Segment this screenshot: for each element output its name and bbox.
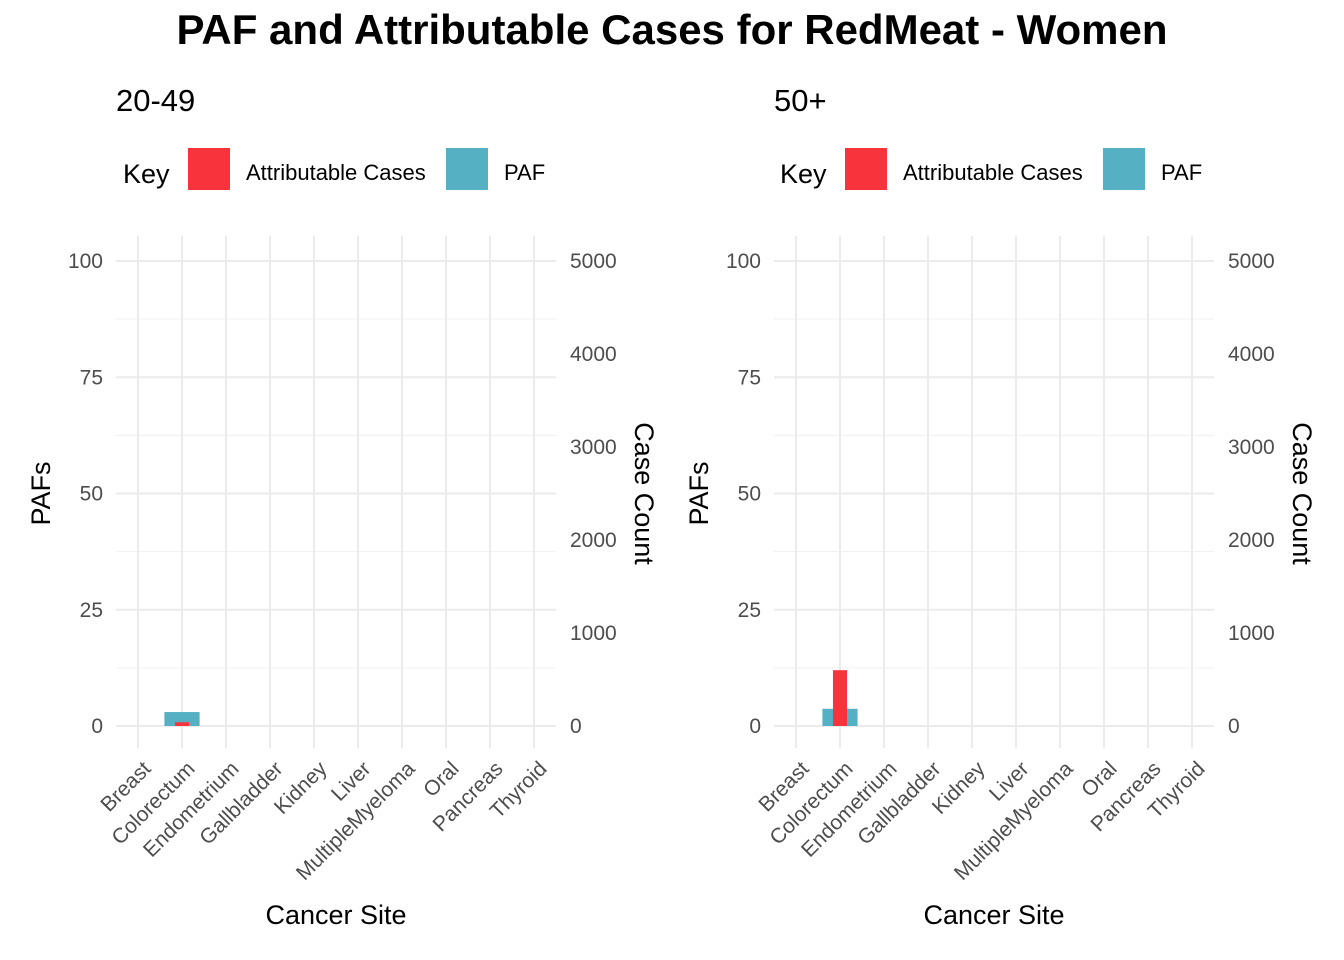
y2-tick-label: 1000 <box>1228 622 1275 645</box>
attributable-cases-bar <box>174 722 190 726</box>
attributable-cases-bar <box>832 670 848 726</box>
legend-swatch <box>845 148 887 190</box>
y-tick-label: 50 <box>738 483 761 506</box>
chart-title: PAF and Attributable Cases for RedMeat -… <box>176 6 1168 53</box>
x-axis-title: Cancer Site <box>265 900 406 930</box>
y-tick-label: 75 <box>80 366 103 389</box>
y2-axis-title: Case Count <box>1287 422 1317 565</box>
y-tick-label: 100 <box>726 250 761 273</box>
legend-swatch <box>1103 148 1145 190</box>
panel-title: 50+ <box>774 83 827 118</box>
y2-tick-label: 1000 <box>570 622 617 645</box>
y-tick-label: 50 <box>80 483 103 506</box>
y2-tick-label: 0 <box>1228 715 1240 738</box>
y2-tick-label: 0 <box>570 715 582 738</box>
y2-tick-label: 2000 <box>570 529 617 552</box>
y2-axis-title: Case Count <box>629 422 659 565</box>
legend-label: PAF <box>504 160 545 185</box>
y-tick-label: 75 <box>738 366 761 389</box>
y2-tick-label: 5000 <box>1228 250 1275 273</box>
y2-tick-label: 4000 <box>1228 343 1275 366</box>
y-axis-title: PAFs <box>26 461 56 525</box>
y2-tick-label: 3000 <box>570 436 617 459</box>
paf-bar <box>164 712 200 726</box>
legend-title: Key <box>123 159 170 189</box>
y2-tick-label: 4000 <box>570 343 617 366</box>
legend-label: PAF <box>1161 160 1202 185</box>
y-tick-label: 25 <box>738 599 761 622</box>
panel-title: 20-49 <box>116 83 195 118</box>
y-axis-title: PAFs <box>684 461 714 525</box>
y2-tick-label: 5000 <box>570 250 617 273</box>
legend-swatch <box>188 148 230 190</box>
legend-swatch <box>446 148 488 190</box>
y-tick-label: 25 <box>80 599 103 622</box>
y-tick-label: 0 <box>91 715 103 738</box>
x-axis-title: Cancer Site <box>923 900 1064 930</box>
legend-label: Attributable Cases <box>903 160 1083 185</box>
legend-label: Attributable Cases <box>246 160 426 185</box>
y-tick-label: 100 <box>68 250 103 273</box>
y2-tick-label: 2000 <box>1228 529 1275 552</box>
legend-title: Key <box>780 159 827 189</box>
y-tick-label: 0 <box>749 715 761 738</box>
y2-tick-label: 3000 <box>1228 436 1275 459</box>
